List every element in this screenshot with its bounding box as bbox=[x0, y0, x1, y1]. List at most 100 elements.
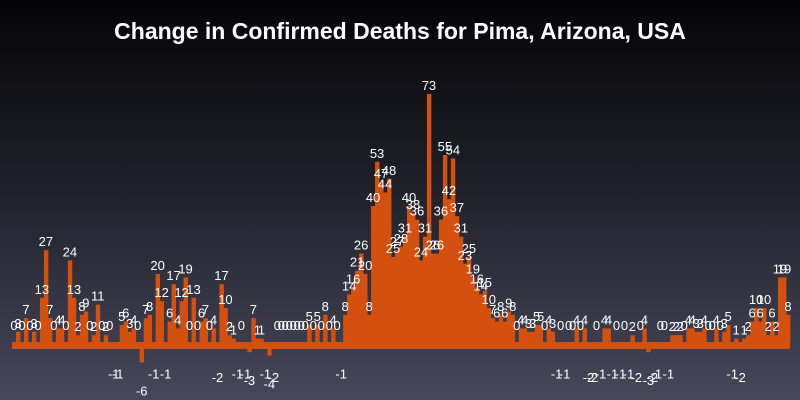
bar bbox=[438, 219, 444, 342]
data-label: 3 bbox=[693, 316, 700, 331]
bar bbox=[383, 192, 388, 342]
bar bbox=[143, 318, 149, 342]
bar bbox=[183, 277, 188, 342]
data-label: -1 bbox=[595, 366, 607, 381]
data-label: 1 bbox=[230, 323, 237, 338]
data-label: 2 bbox=[629, 319, 636, 334]
data-label: 19 bbox=[178, 261, 192, 276]
data-label: 0 bbox=[661, 318, 668, 333]
data-label: 24 bbox=[63, 244, 77, 259]
labels-group: 030703013277044024132890211020-1-156340-… bbox=[10, 78, 791, 399]
bars-group bbox=[12, 93, 791, 363]
bar bbox=[722, 331, 727, 342]
data-label: 26 bbox=[354, 238, 368, 253]
bar bbox=[79, 314, 85, 342]
data-label: 4 bbox=[685, 312, 692, 327]
data-label: 0 bbox=[26, 318, 33, 333]
bar bbox=[698, 331, 703, 342]
data-label: 0 bbox=[18, 318, 25, 333]
bar bbox=[199, 321, 204, 342]
data-label: 6 bbox=[501, 306, 508, 321]
data-label: 7 bbox=[46, 302, 53, 317]
bar bbox=[59, 328, 65, 342]
data-label: 3 bbox=[529, 316, 536, 331]
data-label: -1 bbox=[663, 366, 675, 381]
data-label: 28 bbox=[394, 231, 408, 246]
data-label: 0 bbox=[513, 318, 520, 333]
data-label: 6 bbox=[768, 306, 775, 321]
bar bbox=[506, 311, 512, 342]
data-label: 2 bbox=[74, 319, 81, 334]
data-label: -3 bbox=[643, 373, 655, 388]
data-label: 21 bbox=[350, 255, 364, 270]
data-label: 0 bbox=[717, 318, 724, 333]
data-label: 0 bbox=[621, 318, 628, 333]
data-label: 37 bbox=[450, 200, 464, 215]
data-label: 0 bbox=[286, 318, 293, 333]
bar bbox=[778, 277, 783, 342]
data-label: -4 bbox=[264, 377, 276, 392]
bar bbox=[387, 178, 392, 342]
data-label: 8 bbox=[342, 299, 349, 314]
data-label: 0 bbox=[186, 318, 193, 333]
bar bbox=[323, 314, 328, 342]
data-label: 13 bbox=[35, 282, 49, 297]
bar bbox=[227, 335, 232, 342]
baseline-band bbox=[12, 342, 790, 349]
data-label: 0 bbox=[557, 318, 564, 333]
data-label: 48 bbox=[382, 163, 396, 178]
bar bbox=[23, 318, 29, 342]
bar bbox=[147, 314, 153, 342]
bar bbox=[391, 257, 396, 342]
bar bbox=[167, 321, 172, 342]
data-label: 4 bbox=[174, 312, 181, 327]
bar bbox=[375, 161, 380, 342]
bar bbox=[123, 321, 129, 342]
bar bbox=[231, 338, 236, 342]
bar bbox=[119, 325, 125, 342]
data-label: 5 bbox=[314, 309, 321, 324]
data-label: -2 bbox=[587, 370, 599, 385]
data-label: 8 bbox=[784, 299, 791, 314]
data-label: 0 bbox=[134, 318, 141, 333]
data-label: 20 bbox=[150, 258, 164, 273]
bar bbox=[686, 328, 691, 342]
data-label: 40 bbox=[366, 190, 380, 205]
data-label: 6 bbox=[122, 306, 129, 321]
data-label: 12 bbox=[154, 285, 168, 300]
data-label: 13 bbox=[67, 282, 81, 297]
data-label: 0 bbox=[298, 318, 305, 333]
data-label: 2 bbox=[772, 319, 779, 334]
data-label: 0 bbox=[334, 318, 341, 333]
bar bbox=[131, 328, 137, 342]
data-label: 2 bbox=[744, 319, 751, 334]
data-label: 6 bbox=[748, 306, 755, 321]
data-label: 0 bbox=[98, 318, 105, 333]
bar bbox=[678, 335, 683, 342]
bar bbox=[494, 321, 500, 342]
bar bbox=[602, 328, 607, 342]
bar bbox=[211, 328, 216, 342]
bar bbox=[91, 335, 97, 342]
bar bbox=[219, 284, 224, 342]
data-label: 3 bbox=[697, 316, 704, 331]
data-label: 4 bbox=[641, 312, 648, 327]
bar bbox=[758, 321, 763, 342]
data-label: 0 bbox=[541, 318, 548, 333]
data-label: 4 bbox=[210, 312, 217, 327]
bar bbox=[371, 206, 376, 342]
data-label: 6 bbox=[198, 306, 205, 321]
data-label: 4 bbox=[605, 312, 612, 327]
data-label: 2 bbox=[90, 319, 97, 334]
data-label: 3 bbox=[126, 316, 133, 331]
data-label: 1 bbox=[254, 323, 261, 338]
bar bbox=[355, 270, 360, 342]
data-label: 4 bbox=[581, 312, 588, 327]
bar bbox=[518, 328, 524, 342]
chart-title: Change in Confirmed Deaths for Pima, Ari… bbox=[114, 18, 686, 44]
data-label: 4 bbox=[701, 312, 708, 327]
data-label: 7 bbox=[142, 302, 149, 317]
data-label: -2 bbox=[631, 370, 643, 385]
